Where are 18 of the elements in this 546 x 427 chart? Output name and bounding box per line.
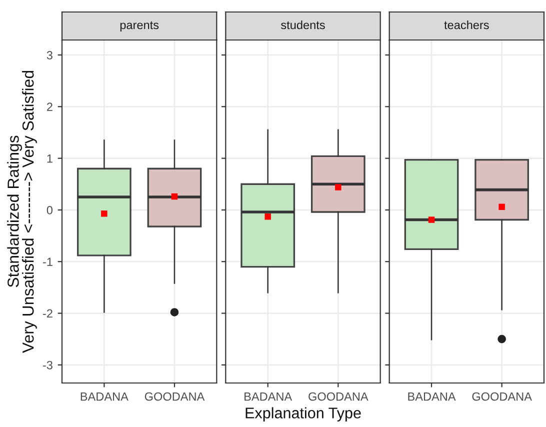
- x-axis-title: Explanation Type: [246, 407, 361, 422]
- y-axis-title: Standardized Ratings Very Unsatisfied <--------> Very Satisfied: [7, 70, 37, 353]
- x-tick-label: BADANA: [80, 392, 128, 401]
- x-tick-label: GOODANA: [472, 392, 532, 401]
- x-tick-label: GOODANA: [144, 392, 205, 401]
- x-tick-label: BADANA: [408, 392, 456, 401]
- y-tick-label: -1: [43, 258, 52, 266]
- y-tick-label: -2: [43, 309, 52, 318]
- y-tick-label: 2: [47, 102, 52, 111]
- y-tick-label: 0: [46, 206, 53, 214]
- x-tick-label: GOODANA: [308, 392, 368, 401]
- chart-title: teachers: [444, 20, 489, 30]
- y-tick-label: 1: [47, 154, 52, 163]
- y-tick-label: -3: [43, 360, 52, 370]
- chart-title: parents: [120, 21, 159, 32]
- x-tick-label: BADANA: [244, 392, 292, 401]
- y-tick-label: 3: [46, 51, 52, 60]
- chart-title: students: [281, 20, 325, 30]
